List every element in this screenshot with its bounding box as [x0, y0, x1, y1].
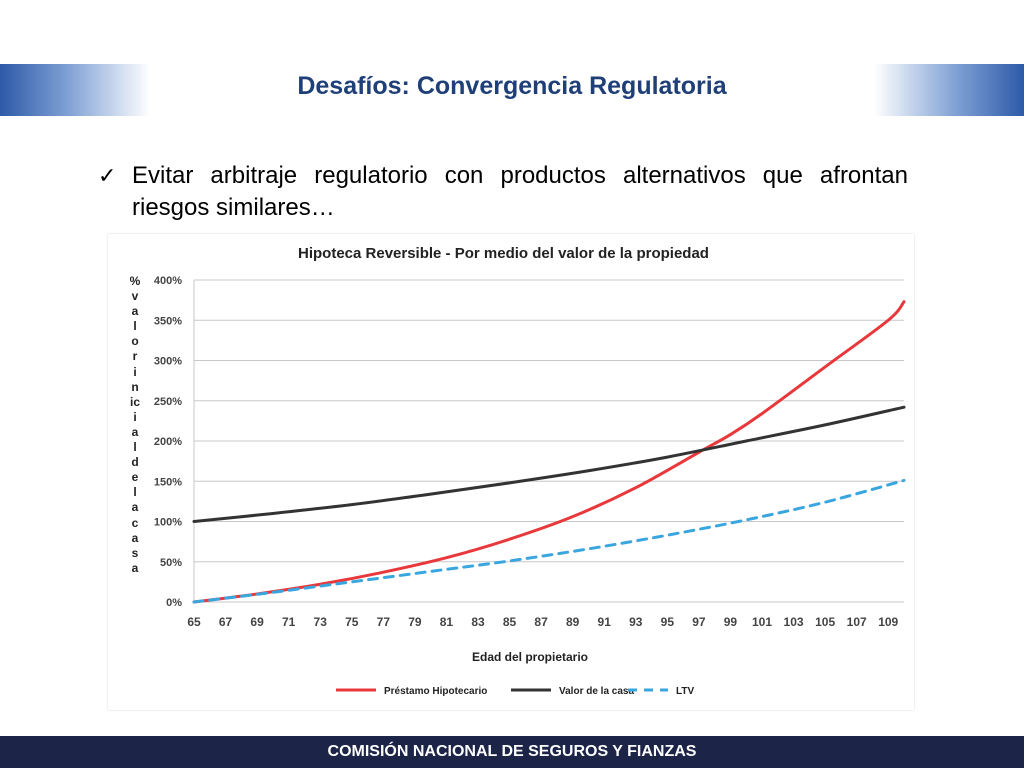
series-line-ltv — [192, 478, 906, 604]
x-tick-label: 89 — [566, 615, 580, 629]
y-axis-label-char: o — [131, 334, 139, 349]
footer-bar: COMISIÓN NACIONAL DE SEGUROS Y FIANZAS — [0, 736, 1024, 768]
y-tick-label: 150% — [154, 476, 182, 488]
header-accent-right — [874, 64, 1024, 116]
y-axis-label-char: a — [131, 530, 139, 545]
y-tick-label: 0% — [166, 597, 182, 609]
legend-label-valor: Valor de la casa — [559, 686, 634, 697]
y-tick-label: 50% — [160, 557, 182, 569]
y-tick-label: 100% — [154, 517, 182, 529]
x-tick-label: 75 — [345, 615, 359, 629]
x-tick-label: 69 — [250, 615, 264, 629]
y-axis-label-char: e — [131, 470, 139, 485]
y-tick-label: 300% — [154, 356, 182, 368]
y-tick-label: 250% — [154, 396, 182, 408]
bullet-text: Evitar arbitraje regulatorio con product… — [132, 162, 908, 221]
chart-container: % v a l o r i n ic i a l d e l a c a s a Hipoteca Reversibl… — [108, 234, 914, 710]
y-axis-label-char: l — [133, 485, 137, 500]
y-tick-label: 350% — [154, 315, 182, 327]
x-tick-label: 99 — [724, 615, 738, 629]
x-tick-label: 107 — [847, 615, 867, 629]
x-tick-label: 83 — [471, 615, 485, 629]
x-tick-label: 103 — [784, 615, 804, 629]
checkmark-icon: ✓ — [98, 163, 117, 188]
header-accent-left — [0, 64, 150, 116]
y-axis-label-char: ic — [129, 394, 140, 409]
chart-title: Hipoteca Reversible - Por medio del valo… — [298, 245, 709, 262]
x-tick-label: 109 — [878, 615, 898, 629]
series-line-valor — [192, 405, 906, 523]
y-axis-label-char: a — [131, 304, 139, 319]
x-tick-label: 95 — [661, 615, 675, 629]
x-tick-label: 65 — [187, 615, 201, 629]
y-axis-label-char: n — [131, 379, 139, 394]
x-tick-label: 73 — [314, 615, 328, 629]
x-tick-label: 93 — [629, 615, 643, 629]
y-axis-label-char: s — [131, 545, 139, 560]
x-tick-label: 91 — [598, 615, 612, 629]
y-axis-label-char: l — [133, 319, 137, 334]
line-chart: Hipoteca Reversible - Por medio del valo… — [154, 245, 906, 697]
y-axis-label-char: % — [129, 274, 141, 288]
y-axis-label-char: a — [131, 560, 139, 575]
x-axis-label: Edad del propietario — [472, 650, 588, 664]
y-tick-label: 200% — [154, 436, 182, 448]
x-tick-label: 79 — [408, 615, 422, 629]
legend-label-prestamo: Préstamo Hipotecario — [384, 686, 487, 697]
y-axis-label-char: r — [132, 349, 138, 364]
y-axis-label-char: a — [131, 500, 139, 515]
x-tick-label: 85 — [503, 615, 517, 629]
y-axis-label: % v a l o r i n ic i a l d e l a c a s a — [126, 274, 144, 576]
y-axis-label-char: l — [133, 440, 137, 455]
y-tick-label: 400% — [154, 275, 182, 287]
y-axis-label-char: d — [131, 455, 139, 470]
x-tick-label: 105 — [815, 615, 835, 629]
x-tick-label: 87 — [534, 615, 548, 629]
bullet-point: ✓ Evitar arbitraje regulatorio con produ… — [98, 160, 908, 224]
y-axis-label-char: i — [133, 409, 137, 424]
x-tick-label: 77 — [377, 615, 391, 629]
x-tick-label: 97 — [692, 615, 706, 629]
y-axis-label-char: v — [131, 289, 139, 304]
series-line-prestamo — [192, 300, 906, 604]
y-axis-label-char: i — [133, 364, 137, 379]
x-tick-label: 67 — [219, 615, 233, 629]
y-axis-label-char: a — [131, 424, 139, 439]
x-tick-label: 71 — [282, 615, 296, 629]
x-tick-label: 81 — [440, 615, 454, 629]
x-tick-label: 101 — [752, 615, 772, 629]
y-axis-label-char: c — [131, 515, 139, 530]
slide-title: Desafíos: Convergencia Regulatoria — [297, 72, 727, 100]
legend-label-ltv: LTV — [676, 686, 694, 697]
